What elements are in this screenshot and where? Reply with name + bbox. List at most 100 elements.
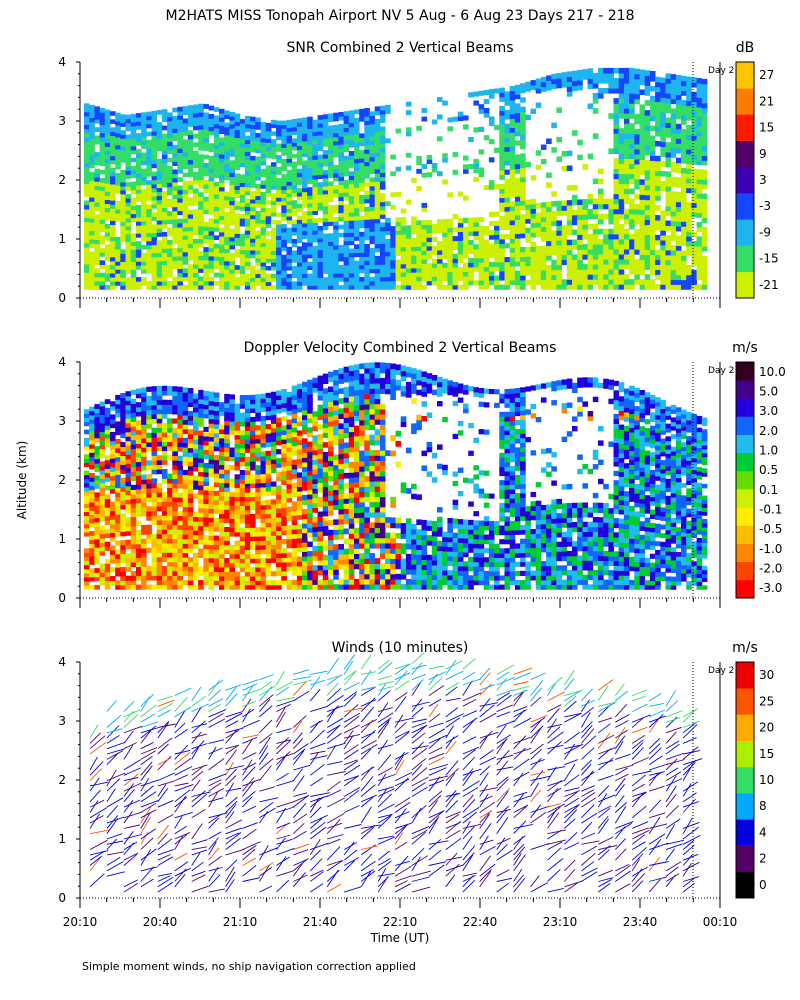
doppler-cell xyxy=(198,453,204,459)
snr-cell xyxy=(442,219,448,224)
snr-cell xyxy=(592,83,599,89)
snr-cell xyxy=(364,194,370,200)
snr-cell xyxy=(302,250,308,255)
doppler-cell xyxy=(187,584,194,590)
snr-cell xyxy=(193,159,199,164)
snr-cell xyxy=(213,115,220,121)
snr-cell xyxy=(660,146,666,152)
snr-cell xyxy=(312,171,318,176)
snr-cell xyxy=(359,178,365,184)
snr-cell xyxy=(255,168,261,173)
snr-cell xyxy=(177,185,183,191)
snr-cell xyxy=(566,210,573,216)
doppler-cell xyxy=(120,428,126,434)
doppler-cell xyxy=(193,566,199,572)
snr-cell xyxy=(239,277,246,282)
doppler-cell xyxy=(182,410,189,416)
snr-cell xyxy=(691,120,697,127)
snr-cell xyxy=(104,142,111,147)
snr-cell xyxy=(426,237,433,243)
snr-cell xyxy=(104,203,111,209)
snr-cell xyxy=(193,255,199,261)
snr-cell xyxy=(250,155,256,161)
snr-cell xyxy=(623,138,630,144)
snr-cell xyxy=(244,245,251,251)
doppler-cell xyxy=(120,566,126,572)
snr-cell xyxy=(307,159,313,165)
snr-colorbar-label: 27 xyxy=(759,68,774,82)
snr-cell xyxy=(623,208,630,215)
snr-cell xyxy=(286,173,293,179)
snr-cell xyxy=(130,261,137,266)
doppler-cell xyxy=(146,487,152,494)
snr-cell xyxy=(156,281,163,286)
doppler-cell xyxy=(104,541,111,547)
snr-cell xyxy=(488,221,495,227)
snr-cell xyxy=(322,114,329,119)
doppler-cell xyxy=(130,530,137,536)
snr-cell xyxy=(177,198,183,203)
snr-cell xyxy=(328,197,334,202)
snr-cell xyxy=(250,120,256,126)
snr-cell xyxy=(244,234,251,239)
snr-cell xyxy=(239,237,246,243)
snr-cell xyxy=(354,236,360,241)
snr-cell xyxy=(234,285,241,290)
snr-cell xyxy=(84,158,90,163)
snr-cell xyxy=(629,108,635,114)
doppler-cell xyxy=(187,392,194,398)
snr-cell xyxy=(514,159,521,165)
snr-cell xyxy=(208,201,215,207)
snr-cell xyxy=(255,137,261,142)
snr-cell xyxy=(348,187,355,193)
snr-cell xyxy=(405,276,412,282)
doppler-cell xyxy=(187,561,194,567)
snr-cell xyxy=(354,138,360,143)
snr-cell xyxy=(302,137,308,142)
snr-cell xyxy=(572,279,578,285)
snr-cell xyxy=(276,220,282,225)
doppler-cell xyxy=(208,566,215,572)
snr-cell xyxy=(307,285,313,290)
snr-cell xyxy=(447,245,453,251)
doppler-cell xyxy=(187,484,194,490)
snr-cell xyxy=(488,139,495,145)
snr-cell xyxy=(354,268,360,274)
doppler-cell xyxy=(99,422,106,428)
snr-cell xyxy=(546,80,552,86)
snr-cell xyxy=(307,120,313,126)
snr-cell xyxy=(234,229,241,234)
snr-cell xyxy=(582,164,588,170)
snr-cell xyxy=(193,192,199,198)
snr-cell xyxy=(224,212,230,217)
doppler-cell xyxy=(94,513,100,519)
snr-cell xyxy=(670,152,677,158)
snr-cell xyxy=(239,241,246,247)
snr-cell xyxy=(691,231,697,237)
snr-cell xyxy=(213,280,220,286)
doppler-cell xyxy=(89,506,95,511)
doppler-cell xyxy=(130,448,137,454)
snr-cell xyxy=(89,134,95,139)
snr-cell xyxy=(634,113,640,120)
snr-cell xyxy=(177,164,183,170)
snr-cell xyxy=(322,173,329,179)
doppler-cell xyxy=(208,450,215,456)
doppler-cell xyxy=(193,452,199,458)
snr-cell xyxy=(317,245,324,251)
snr-cell xyxy=(156,110,163,115)
snr-cell xyxy=(354,130,360,135)
snr-cell xyxy=(219,244,225,249)
snr-cell xyxy=(94,156,100,162)
snr-cell xyxy=(172,177,178,183)
snr-cell xyxy=(182,285,189,290)
snr-cell xyxy=(390,284,396,290)
snr-cell xyxy=(120,269,126,274)
snr-cell xyxy=(161,236,168,241)
doppler-cell xyxy=(89,435,95,441)
snr-cell xyxy=(359,219,365,225)
snr-cell xyxy=(234,265,241,270)
snr-cell xyxy=(696,274,703,281)
snr-cell xyxy=(156,167,163,172)
snr-cell xyxy=(338,160,344,165)
